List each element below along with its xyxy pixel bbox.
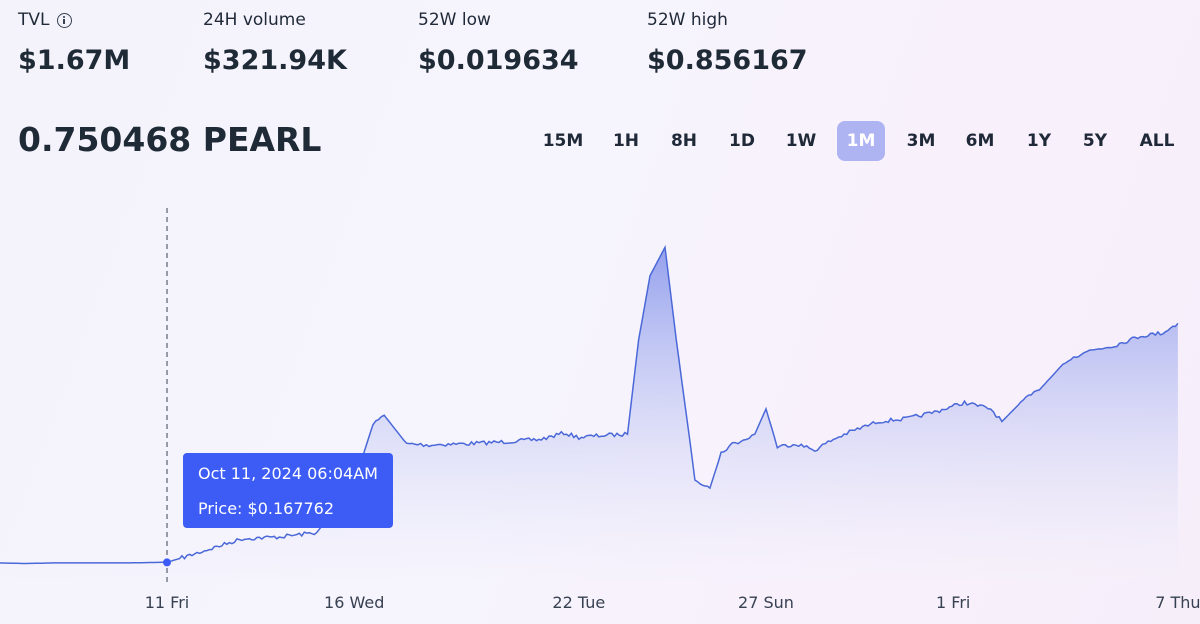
volume-stat: 24H volume $321.94K (203, 10, 347, 76)
high-value: $0.856167 (647, 45, 808, 76)
range-button-1w[interactable]: 1W (785, 131, 817, 151)
high-stat: 52W high $0.856167 (647, 10, 808, 76)
range-button-1h[interactable]: 1H (612, 131, 640, 151)
tvl-label-row: TVL (18, 10, 72, 30)
low-stat: 52W low $0.019634 (418, 10, 579, 76)
tooltip-date: Oct 11, 2024 06:04AM (198, 464, 378, 483)
range-button-1y[interactable]: 1Y (1026, 131, 1052, 151)
volume-value: $321.94K (203, 45, 347, 76)
x-tick-label: 1 Fri (936, 593, 970, 612)
price-area (0, 247, 1178, 580)
tooltip-price: Price: $0.167762 (198, 499, 335, 518)
x-tick-label: 7 Thu (1155, 593, 1200, 612)
range-button-1d[interactable]: 1D (729, 131, 755, 151)
hover-point[interactable] (163, 558, 171, 567)
price-line (0, 244, 1179, 565)
tvl-stat: TVL $1.67M (18, 10, 130, 76)
time-range-selector: 15M 1H 8H 1D 1W 1M 3M 6M 1Y 5Y ALL (534, 121, 1188, 161)
tvl-value: $1.67M (18, 45, 131, 76)
chart-tooltip: Oct 11, 2024 06:04AM Price: $0.167762 (183, 453, 393, 528)
range-button-all[interactable]: ALL (1139, 131, 1175, 151)
range-button-15m[interactable]: 15M (542, 131, 584, 151)
x-tick-label: 11 Fri (145, 593, 190, 612)
x-tick-label: 22 Tue (552, 593, 605, 612)
low-label: 52W low (418, 10, 491, 30)
range-button-1m[interactable]: 1M (837, 121, 885, 161)
range-button-6m[interactable]: 6M (965, 131, 995, 151)
range-button-3m[interactable]: 3M (906, 131, 936, 151)
high-label: 52W high (647, 10, 728, 30)
range-button-8h[interactable]: 8H (670, 131, 698, 151)
x-tick-label: 16 Wed (324, 593, 384, 612)
price-title: 0.750468 PEARL (18, 120, 322, 159)
info-icon[interactable] (56, 12, 72, 28)
range-button-5y[interactable]: 5Y (1082, 131, 1108, 151)
volume-label: 24H volume (203, 10, 306, 30)
tvl-label: TVL (18, 10, 50, 30)
low-value: $0.019634 (418, 45, 579, 76)
x-tick-label: 27 Sun (738, 593, 794, 612)
